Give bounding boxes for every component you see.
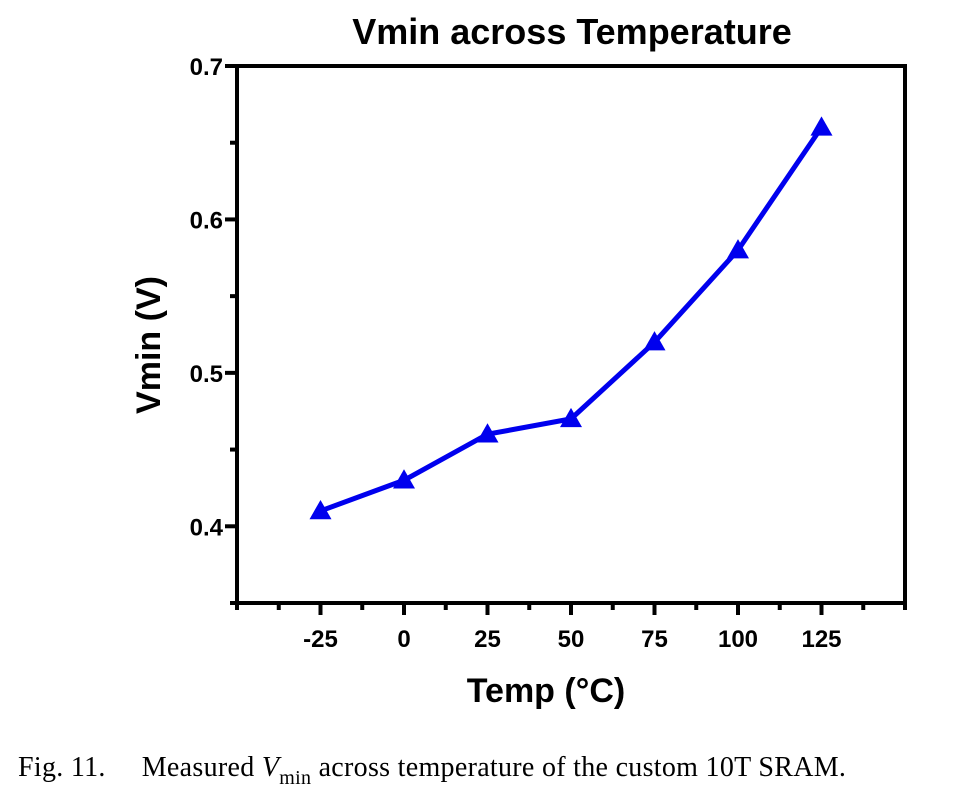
data-point	[727, 239, 749, 259]
data-point	[643, 331, 666, 351]
x-tick-label: 25	[474, 626, 501, 653]
caption-symbol: V	[261, 752, 280, 783]
chart: Vmin across Temperature 0.40.50.60.7-25 0…	[130, 11, 907, 710]
series-line	[319, 125, 824, 514]
y-tick-label: 0.5	[190, 361, 223, 388]
chart-title: Vmin across Temperature	[352, 11, 792, 52]
plot-frame	[235, 64, 907, 605]
data-point	[560, 407, 582, 428]
y-axis-label: Vmin (V)	[130, 276, 168, 414]
axes	[235, 64, 907, 605]
caption-text-after: across temperature of the custom 10T SRA…	[318, 752, 847, 783]
data-point	[810, 116, 833, 136]
x-tick-label: 50	[558, 626, 585, 653]
figure-caption: Fig. 11. Measured Vmin across temperature…	[18, 752, 846, 790]
x-tick-label: -25	[303, 626, 338, 653]
y-tick-label: 0.6	[190, 207, 223, 234]
ticks: 0.4 0.5 0.6 0.7 -25 0 25 50 75 100 125	[190, 54, 907, 653]
x-tick-label: 75	[641, 626, 668, 653]
caption-text-before: Measured	[141, 752, 255, 783]
series	[309, 116, 833, 520]
x-tick-label: 0	[397, 626, 410, 653]
x-tick-label: 100	[718, 626, 758, 653]
caption-subscript: min	[279, 767, 312, 789]
y-tick-label: 0.7	[190, 54, 223, 81]
data-point	[309, 499, 332, 520]
caption-label: Fig. 11.	[18, 752, 106, 783]
data-point	[393, 469, 415, 489]
data-point	[476, 423, 499, 443]
x-tick-label: 125	[801, 626, 841, 653]
x-axis-label: Temp (°C)	[467, 672, 625, 710]
y-tick-label: 0.4	[190, 514, 224, 541]
